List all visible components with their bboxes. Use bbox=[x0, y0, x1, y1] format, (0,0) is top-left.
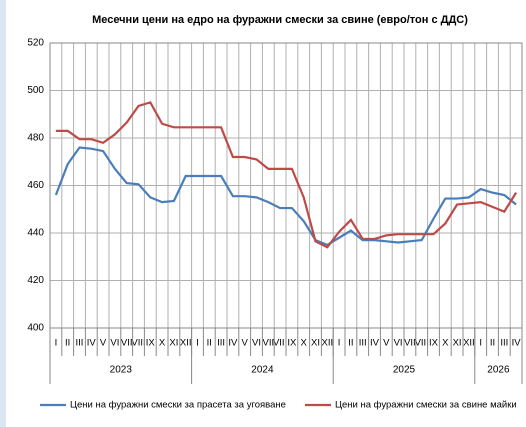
x-tick-label: V bbox=[100, 338, 107, 349]
x-tick-label: I bbox=[55, 338, 58, 349]
x-tick-label: III bbox=[359, 338, 367, 349]
y-tick-label: 460 bbox=[27, 180, 44, 191]
x-tick-label: IV bbox=[370, 338, 380, 349]
x-tick-label: IV bbox=[512, 338, 522, 349]
x-group-label: 2026 bbox=[487, 365, 510, 376]
x-tick-label: XI bbox=[169, 338, 178, 349]
x-tick-label: X bbox=[159, 338, 166, 349]
frame-edge bbox=[0, 0, 6, 427]
x-tick-label: IX bbox=[287, 338, 297, 349]
x-tick-label: VII bbox=[262, 338, 274, 349]
series-line bbox=[54, 146, 517, 247]
x-tick-label: III bbox=[500, 338, 508, 349]
x-tick-label: XII bbox=[321, 338, 333, 349]
chart-title: Месечни цени на едро на фуражни смески з… bbox=[92, 14, 468, 26]
y-tick-label: 420 bbox=[27, 275, 44, 286]
x-tick-label: VIII bbox=[273, 338, 287, 349]
x-tick-label: VIII bbox=[131, 338, 145, 349]
legend-label: Цени на фуражни смески за прасета за уго… bbox=[70, 400, 286, 411]
y-tick-label: 400 bbox=[27, 323, 44, 334]
series-line bbox=[55, 101, 518, 249]
x-tick-label: VI bbox=[110, 338, 119, 349]
legend-label: Цени на фуражни смески за свине майки bbox=[335, 400, 517, 411]
x-tick-label: V bbox=[383, 338, 390, 349]
y-tick-label: 440 bbox=[27, 228, 44, 239]
x-group-label: 2024 bbox=[251, 365, 274, 376]
x-tick-label: VIII bbox=[415, 338, 429, 349]
x-group-label: 2025 bbox=[393, 365, 416, 376]
x-tick-label: I bbox=[338, 338, 341, 349]
x-tick-label: III bbox=[217, 338, 225, 349]
x-tick-label: II bbox=[348, 338, 353, 349]
y-tick-label: 500 bbox=[27, 85, 44, 96]
x-tick-label: VI bbox=[394, 338, 403, 349]
x-tick-label: V bbox=[242, 338, 249, 349]
x-tick-label: VI bbox=[252, 338, 261, 349]
x-tick-label: XI bbox=[311, 338, 320, 349]
x-tick-label: IX bbox=[429, 338, 439, 349]
x-tick-label: II bbox=[65, 338, 70, 349]
x-tick-label: II bbox=[207, 338, 212, 349]
x-tick-label: I bbox=[196, 338, 199, 349]
x-tick-label: III bbox=[76, 338, 84, 349]
y-tick-label: 520 bbox=[27, 38, 44, 49]
x-tick-label: IV bbox=[228, 338, 238, 349]
x-tick-label: X bbox=[442, 338, 449, 349]
x-tick-label: I bbox=[479, 338, 482, 349]
x-tick-label: IV bbox=[87, 338, 97, 349]
x-tick-label: VII bbox=[121, 338, 133, 349]
x-tick-label: X bbox=[301, 338, 308, 349]
x-group-label: 2023 bbox=[110, 365, 133, 376]
x-tick-label: XI bbox=[453, 338, 462, 349]
x-tick-label: II bbox=[490, 338, 495, 349]
x-tick-label: VII bbox=[404, 338, 416, 349]
y-tick-label: 480 bbox=[27, 133, 44, 144]
x-tick-label: IX bbox=[146, 338, 156, 349]
x-tick-label: XII bbox=[180, 338, 192, 349]
x-tick-label: XII bbox=[463, 338, 475, 349]
